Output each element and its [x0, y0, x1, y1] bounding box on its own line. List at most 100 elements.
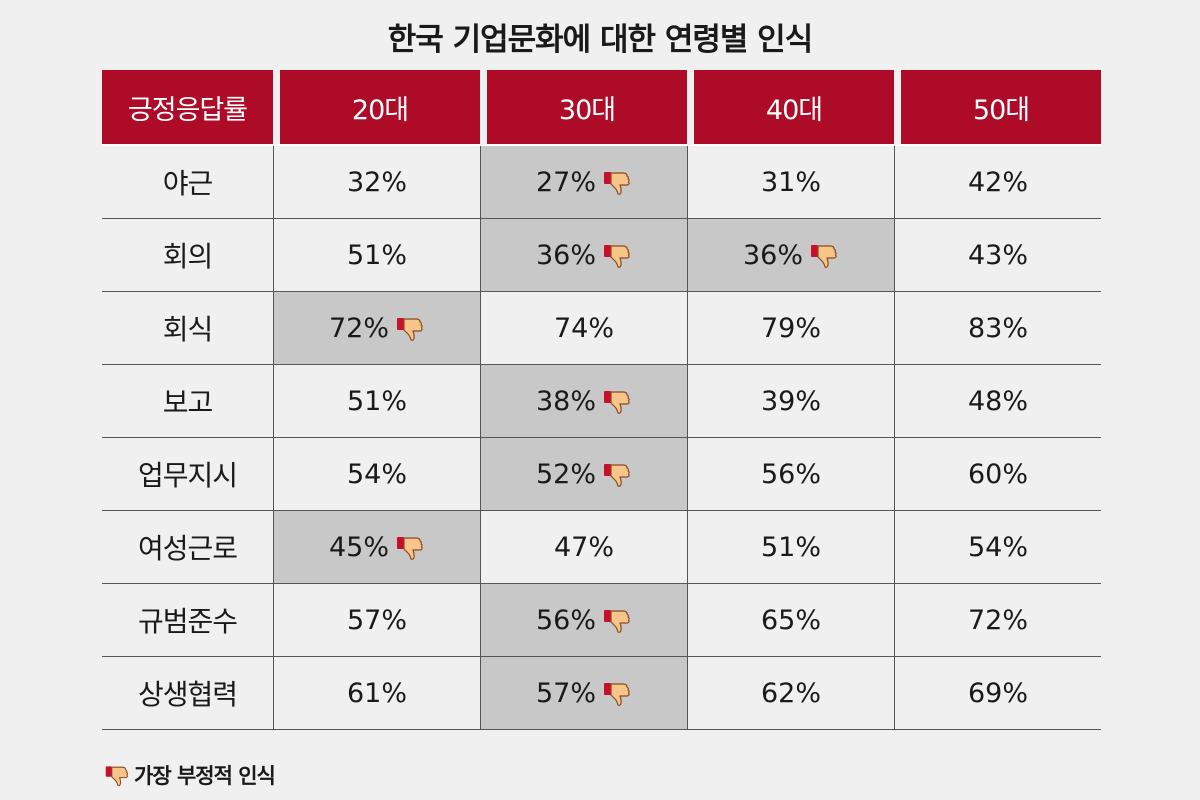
value-cell: 72% [273, 292, 480, 365]
value-cell: 42% [894, 146, 1101, 219]
value-cell: 57% [480, 657, 687, 730]
table-body: 야근 32% 27% 31% 42% 회의 51% 36% 36% 43% 회식 72% 74% 79% 8… [102, 146, 1101, 730]
cell-value: 36% [742, 239, 803, 271]
cell-value: 47% [553, 531, 614, 563]
table-row: 여성근로 45% 47% 51% 54% [102, 511, 1101, 584]
row-label: 보고 [102, 365, 273, 438]
cell-value: 51% [346, 239, 407, 271]
cell-value: 57% [346, 604, 407, 636]
value-cell: 72% [894, 584, 1101, 657]
cell-value: 48% [967, 385, 1028, 417]
value-cell: 51% [273, 219, 480, 292]
table-row: 상생협력 61% 57% 62% 69% [102, 657, 1101, 730]
value-cell: 27% [480, 146, 687, 219]
data-table: 긍정응답률 20대 30대 40대 50대 야근 32% 27% 31% 42% 회의 51… [102, 70, 1101, 730]
row-label: 여성근로 [102, 511, 273, 584]
cell-value: 60% [967, 458, 1028, 490]
thumbs-down-icon [395, 313, 425, 343]
legend: 가장 부정적 인식 [104, 760, 276, 790]
row-label: 회의 [102, 219, 273, 292]
value-cell: 51% [273, 365, 480, 438]
value-cell: 32% [273, 146, 480, 219]
value-cell: 39% [687, 365, 894, 438]
cell-value: 72% [967, 604, 1028, 636]
cell-value: 65% [760, 604, 821, 636]
cell-value: 79% [760, 312, 821, 344]
cell-value: 74% [553, 312, 614, 344]
value-cell: 52% [480, 438, 687, 511]
value-cell: 56% [687, 438, 894, 511]
cell-value: 39% [760, 385, 821, 417]
thumbs-down-icon [395, 532, 425, 562]
table-row: 업무지시 54% 52% 56% 60% [102, 438, 1101, 511]
thumbs-down-icon [602, 678, 632, 708]
cell-value: 56% [760, 458, 821, 490]
value-cell: 60% [894, 438, 1101, 511]
thumbs-down-icon [809, 240, 839, 270]
chart-title: 한국 기업문화에 대한 연령별 인식 [387, 22, 813, 58]
row-label: 업무지시 [102, 438, 273, 511]
value-cell: 57% [273, 584, 480, 657]
thumbs-down-icon [104, 762, 130, 788]
value-cell: 45% [273, 511, 480, 584]
cell-value: 54% [346, 458, 407, 490]
thumbs-down-icon [602, 386, 632, 416]
cell-value: 45% [328, 531, 389, 563]
value-cell: 61% [273, 657, 480, 730]
value-cell: 31% [687, 146, 894, 219]
row-label: 상생협력 [102, 657, 273, 730]
cell-value: 27% [535, 166, 596, 198]
value-cell: 62% [687, 657, 894, 730]
value-cell: 69% [894, 657, 1101, 730]
table-row: 야근 32% 27% 31% 42% [102, 146, 1101, 219]
value-cell: 36% [687, 219, 894, 292]
cell-value: 42% [967, 166, 1028, 198]
cell-value: 51% [760, 531, 821, 563]
row-label: 야근 [102, 146, 273, 219]
cell-value: 83% [967, 312, 1028, 344]
cell-value: 61% [346, 677, 407, 709]
cell-value: 72% [328, 312, 389, 344]
value-cell: 83% [894, 292, 1101, 365]
header-cell-30s: 30대 [480, 70, 687, 146]
value-cell: 43% [894, 219, 1101, 292]
thumbs-down-icon [602, 459, 632, 489]
cell-value: 43% [967, 239, 1028, 271]
value-cell: 36% [480, 219, 687, 292]
cell-value: 36% [535, 239, 596, 271]
cell-value: 51% [346, 385, 407, 417]
header-row: 긍정응답률 20대 30대 40대 50대 [102, 70, 1101, 146]
value-cell: 38% [480, 365, 687, 438]
thumbs-down-icon [602, 167, 632, 197]
cell-value: 69% [967, 677, 1028, 709]
row-label: 규범준수 [102, 584, 273, 657]
value-cell: 79% [687, 292, 894, 365]
table-row: 회의 51% 36% 36% 43% [102, 219, 1101, 292]
value-cell: 48% [894, 365, 1101, 438]
row-label: 회식 [102, 292, 273, 365]
value-cell: 54% [894, 511, 1101, 584]
header-cell-40s: 40대 [687, 70, 894, 146]
thumbs-down-icon [602, 240, 632, 270]
value-cell: 74% [480, 292, 687, 365]
value-cell: 54% [273, 438, 480, 511]
cell-value: 54% [967, 531, 1028, 563]
cell-value: 57% [535, 677, 596, 709]
cell-value: 62% [760, 677, 821, 709]
table-row: 보고 51% 38% 39% 48% [102, 365, 1101, 438]
table-row: 규범준수 57% 56% 65% 72% [102, 584, 1101, 657]
value-cell: 65% [687, 584, 894, 657]
header-cell-50s: 50대 [894, 70, 1101, 146]
thumbs-down-icon [602, 605, 632, 635]
cell-value: 38% [535, 385, 596, 417]
cell-value: 32% [346, 166, 407, 198]
header-cell-label: 긍정응답률 [102, 70, 273, 146]
cell-value: 31% [760, 166, 821, 198]
legend-label: 가장 부정적 인식 [134, 764, 276, 788]
value-cell: 51% [687, 511, 894, 584]
cell-value: 52% [535, 458, 596, 490]
value-cell: 56% [480, 584, 687, 657]
table-row: 회식 72% 74% 79% 83% [102, 292, 1101, 365]
cell-value: 56% [535, 604, 596, 636]
header-cell-20s: 20대 [273, 70, 480, 146]
